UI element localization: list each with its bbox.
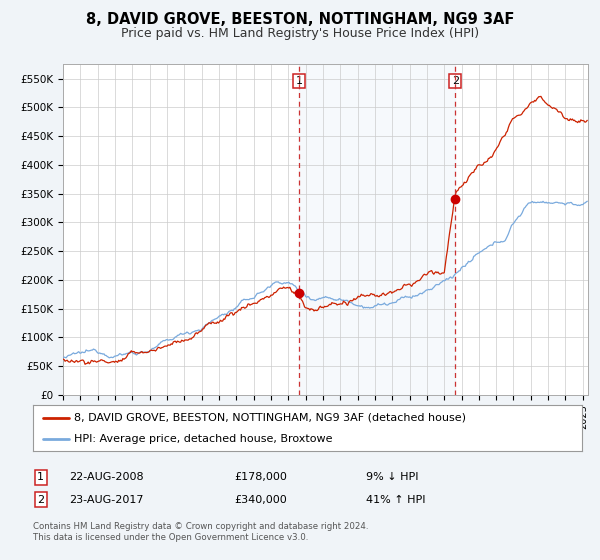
Text: 8, DAVID GROVE, BEESTON, NOTTINGHAM, NG9 3AF: 8, DAVID GROVE, BEESTON, NOTTINGHAM, NG9… <box>86 12 514 27</box>
Text: Price paid vs. HM Land Registry's House Price Index (HPI): Price paid vs. HM Land Registry's House … <box>121 27 479 40</box>
Text: 1: 1 <box>37 472 44 482</box>
Text: 23-AUG-2017: 23-AUG-2017 <box>69 494 143 505</box>
Text: This data is licensed under the Open Government Licence v3.0.: This data is licensed under the Open Gov… <box>33 533 308 542</box>
Text: 2: 2 <box>37 494 44 505</box>
Text: 8, DAVID GROVE, BEESTON, NOTTINGHAM, NG9 3AF (detached house): 8, DAVID GROVE, BEESTON, NOTTINGHAM, NG9… <box>74 413 466 423</box>
Bar <box>299 64 455 395</box>
Text: Contains HM Land Registry data © Crown copyright and database right 2024.: Contains HM Land Registry data © Crown c… <box>33 522 368 531</box>
Text: 41% ↑ HPI: 41% ↑ HPI <box>366 494 425 505</box>
Text: HPI: Average price, detached house, Broxtowe: HPI: Average price, detached house, Brox… <box>74 435 332 444</box>
Text: £340,000: £340,000 <box>234 494 287 505</box>
Text: 2: 2 <box>452 76 459 86</box>
Text: 1: 1 <box>296 76 303 86</box>
Text: 22-AUG-2008: 22-AUG-2008 <box>69 472 143 482</box>
Text: 9% ↓ HPI: 9% ↓ HPI <box>366 472 419 482</box>
Text: £178,000: £178,000 <box>234 472 287 482</box>
